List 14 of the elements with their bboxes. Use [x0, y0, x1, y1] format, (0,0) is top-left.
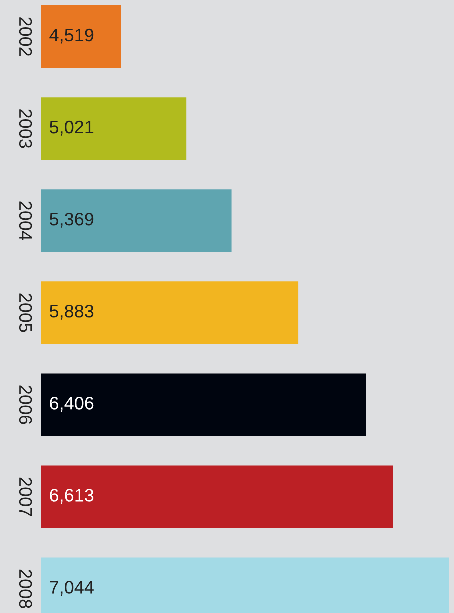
data-label: 5,369	[50, 212, 94, 228]
data-label: 5,883	[50, 305, 94, 320]
data-label: 4,519	[50, 28, 94, 44]
data-label: 6,613	[50, 489, 94, 504]
y-tick-label: 2002	[19, 18, 32, 56]
y-tick-label: 2003	[19, 110, 32, 148]
data-label: 5,021	[50, 120, 94, 136]
data-label: 7,044	[50, 581, 94, 596]
y-tick-label: 2007	[19, 478, 32, 516]
y-tick-label: 2008	[19, 570, 32, 608]
y-tick-label: 2006	[19, 386, 32, 424]
y-tick-label: 2004	[19, 202, 32, 240]
y-tick-label: 2005	[19, 294, 32, 332]
data-label: 6,406	[50, 397, 94, 412]
